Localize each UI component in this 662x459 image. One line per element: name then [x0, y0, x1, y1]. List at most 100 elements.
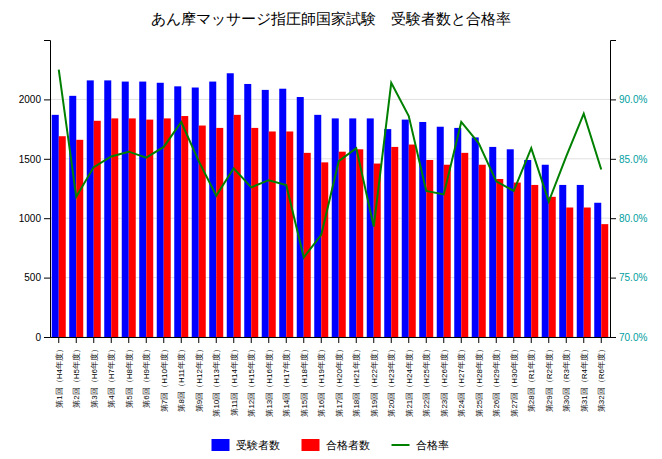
tick-label: 第24回（H27年度）	[457, 345, 466, 417]
tick: 1500	[19, 154, 50, 165]
chart: 第1回（H4年度） 第2回（H5年度） 第3回（H6年度） 第4回（H7年度） 第5回（…	[0, 0, 662, 459]
bar	[146, 120, 153, 337]
bar	[409, 145, 416, 337]
axis-line	[44, 41, 51, 338]
legend-swatch	[302, 439, 320, 451]
tick-mark	[566, 337, 567, 343]
tick-mark	[268, 337, 269, 343]
legend-item: 合格者数	[302, 439, 370, 452]
tick: 第12回（H15年度）	[247, 337, 256, 417]
tick-label: 第9回（H12年度）	[195, 345, 204, 412]
tick-label: 第23回（H26年度）	[440, 345, 449, 417]
tick-label: 第26回（H29年度）	[492, 345, 501, 417]
tick: 第14回（H17年度）	[282, 337, 291, 417]
y-axis: 0500100015002000	[19, 41, 51, 343]
tick: 1000	[19, 213, 50, 224]
tick: 第8回（H11年度）	[177, 337, 186, 412]
bar	[181, 116, 188, 337]
tick: 第7回（H10年度）	[160, 337, 169, 412]
bar	[297, 97, 304, 337]
plot: 第1回（H4年度） 第2回（H5年度） 第3回（H6年度） 第4回（H7年度） 第5回（…	[19, 41, 648, 417]
axis-line	[611, 41, 617, 338]
tick-label: 第30回（R3年度）	[562, 345, 571, 412]
bar	[157, 83, 164, 337]
tick-label: 第2回（H5年度）	[72, 345, 81, 408]
tick-mark	[44, 218, 50, 219]
tick-mark	[426, 337, 427, 343]
bar	[437, 127, 444, 337]
grid-line	[50, 99, 610, 100]
tick: 第13回（H16年度）	[265, 337, 274, 417]
bar	[577, 185, 584, 337]
bar	[419, 122, 426, 337]
tick: 第1回（H4年度）	[55, 337, 64, 408]
bar	[566, 208, 573, 337]
tick-mark	[531, 337, 532, 343]
tick-mark	[391, 337, 392, 343]
tick-label: 80.0%	[619, 213, 647, 224]
tick-label: 第32回（R6年度）	[597, 345, 606, 412]
tick-label: 70.0%	[619, 332, 647, 343]
legend-label: 受験者数	[236, 439, 280, 452]
bar	[304, 153, 311, 337]
bar	[594, 203, 601, 337]
bar	[524, 160, 531, 337]
bar	[454, 128, 461, 337]
tick-label: 2000	[19, 94, 42, 105]
tick: 第16回（H19年度）	[317, 337, 326, 417]
tick-mark	[338, 337, 339, 343]
tick: 80.0%	[610, 213, 647, 224]
tick: 第15回（H18年度）	[300, 337, 309, 417]
tick-label: 第21回（H24年度）	[405, 345, 414, 417]
tick-mark	[163, 337, 164, 343]
legend: 受験者数 合格者数 合格率	[212, 439, 449, 452]
tick: 第28回（R1年度）	[527, 337, 536, 412]
tick-mark	[356, 337, 357, 343]
tick: 第11回（H14年度）	[230, 337, 239, 416]
legend-label: 合格率	[416, 439, 449, 452]
bar	[461, 153, 468, 337]
tick: 第18回（H21年度）	[352, 337, 361, 417]
tick-label: 第15回（H18年度）	[300, 345, 309, 417]
tick: 第4回（H7年度）	[107, 337, 116, 408]
bar	[87, 80, 94, 337]
bar-series	[59, 115, 609, 337]
bar	[391, 147, 398, 337]
x-axis: 第1回（H4年度） 第2回（H5年度） 第3回（H6年度） 第4回（H7年度） 第5回（…	[51, 337, 611, 417]
tick-label: 第3回（H6年度）	[90, 345, 99, 408]
tick-label: 第10回（H13年度）	[212, 345, 221, 417]
bar	[76, 140, 83, 337]
bar	[531, 185, 538, 337]
tick-label: 第6回（H9年度）	[142, 345, 151, 408]
tick-mark	[303, 337, 304, 343]
tick: 第6回（H9年度）	[142, 337, 151, 408]
tick-label: 第5回（H8年度）	[125, 345, 134, 408]
bar-series	[52, 73, 602, 337]
tick-mark	[233, 337, 234, 343]
bar	[262, 90, 269, 337]
tick-label: 第27回（H30年度）	[510, 345, 519, 417]
bar	[549, 197, 556, 337]
tick-mark	[610, 218, 616, 219]
bar	[314, 115, 321, 337]
tick-label: 第20回（H23年度）	[387, 345, 396, 417]
tick: 第21回（H24年度）	[405, 337, 414, 417]
tick: 85.0%	[610, 154, 647, 165]
bar	[496, 179, 503, 337]
tick-label: 1000	[19, 213, 42, 224]
tick-mark	[610, 99, 616, 100]
bar	[339, 152, 346, 337]
tick-label: 第17回（H20年度）	[335, 345, 344, 417]
tick-label: 第1回（H4年度）	[55, 345, 64, 408]
tick-mark	[610, 159, 616, 160]
tick: 第30回（R3年度）	[562, 337, 571, 412]
tick-mark	[601, 337, 602, 343]
tick-label: 第7回（H10年度）	[160, 345, 169, 412]
bar	[286, 131, 293, 337]
tick-mark	[216, 337, 217, 343]
tick-mark	[478, 337, 479, 343]
tick-mark	[610, 278, 616, 279]
tick: 2000	[19, 94, 50, 105]
title: あん摩マッサージ指圧師国家試験 受験者数と合格率	[151, 10, 511, 28]
bar	[332, 118, 339, 337]
